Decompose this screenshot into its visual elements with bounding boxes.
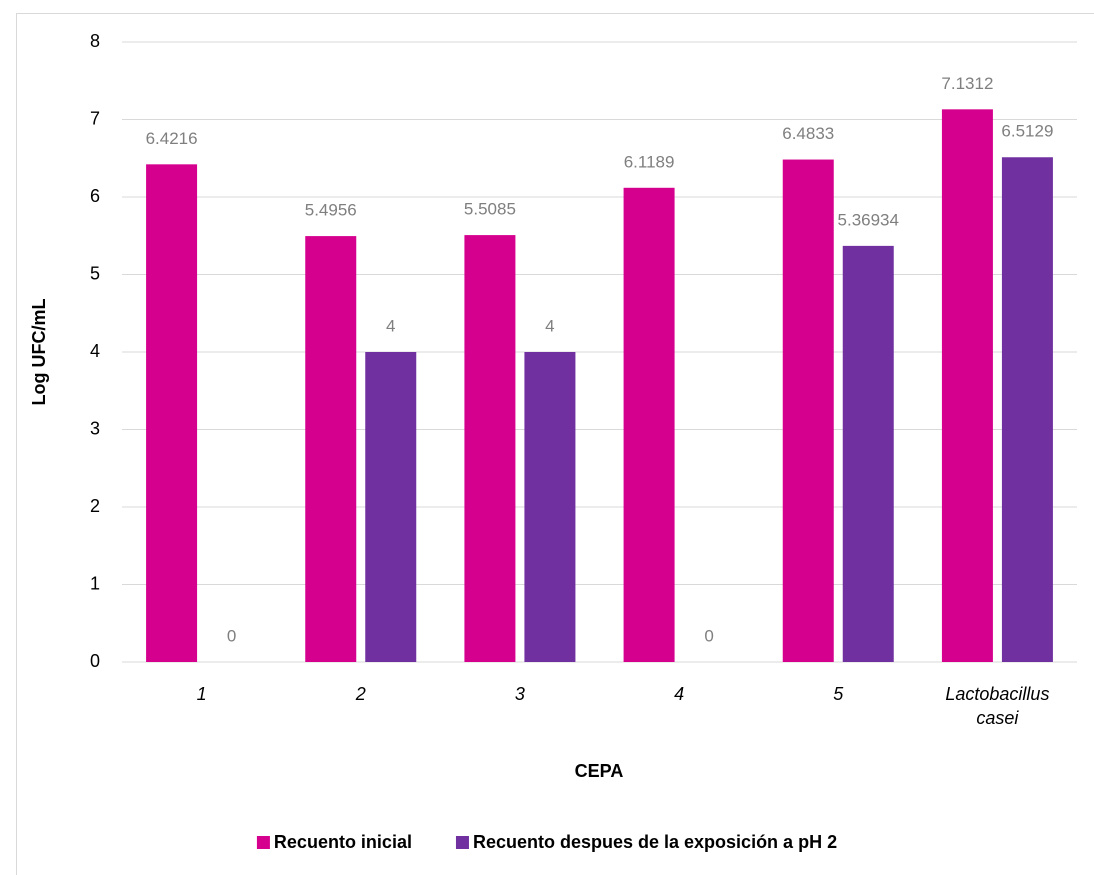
y-tick-label: 1 bbox=[90, 573, 100, 593]
y-tick-label: 2 bbox=[90, 496, 100, 516]
bar bbox=[1001, 157, 1053, 662]
data-label: 6.5129 bbox=[1001, 122, 1053, 141]
y-tick-label: 3 bbox=[90, 418, 100, 438]
data-label: 5.4956 bbox=[305, 201, 357, 220]
x-tick-label: 1 bbox=[196, 684, 207, 704]
data-label: 0 bbox=[227, 626, 236, 645]
data-label: 0 bbox=[704, 626, 713, 645]
data-label: 6.4216 bbox=[146, 129, 198, 148]
bar bbox=[941, 109, 993, 662]
legend-swatch bbox=[455, 836, 469, 849]
legend-label: Recuento inicial bbox=[274, 832, 412, 852]
data-label: 7.1312 bbox=[941, 74, 993, 93]
legend-label: Recuento despues de la exposición a pH 2 bbox=[473, 832, 837, 852]
y-tick-label: 5 bbox=[90, 263, 100, 283]
data-label: 5.5085 bbox=[464, 200, 516, 219]
legend-swatch bbox=[256, 836, 270, 849]
x-tick-label: 2 bbox=[355, 684, 366, 704]
bar bbox=[464, 235, 516, 662]
x-tick-label: 4 bbox=[674, 684, 685, 704]
x-tick-label: Lactobacillus casei bbox=[945, 684, 1050, 728]
bar bbox=[524, 352, 576, 662]
data-label: 5.36934 bbox=[838, 210, 899, 229]
y-tick-label: 0 bbox=[90, 651, 100, 671]
data-label: 4 bbox=[545, 316, 554, 335]
bar bbox=[365, 352, 417, 662]
x-tick-label: 3 bbox=[514, 684, 525, 704]
x-tick-label: 5 bbox=[833, 684, 844, 704]
y-tick-label: 4 bbox=[90, 341, 100, 361]
data-label: 6.1189 bbox=[624, 152, 675, 171]
bar bbox=[623, 187, 675, 662]
chart-border bbox=[16, 13, 1094, 875]
bar bbox=[305, 236, 357, 662]
bar bbox=[842, 245, 894, 662]
data-label: 4 bbox=[386, 316, 395, 335]
y-tick-label: 7 bbox=[90, 108, 100, 128]
bar bbox=[146, 164, 198, 663]
data-label: 6.4833 bbox=[782, 124, 834, 143]
y-tick-label: 8 bbox=[90, 31, 100, 51]
x-axis-title: CEPA bbox=[575, 761, 624, 781]
y-axis-title: Log UFC/mL bbox=[29, 299, 49, 406]
y-tick-label: 6 bbox=[90, 186, 100, 206]
bar bbox=[782, 159, 834, 662]
